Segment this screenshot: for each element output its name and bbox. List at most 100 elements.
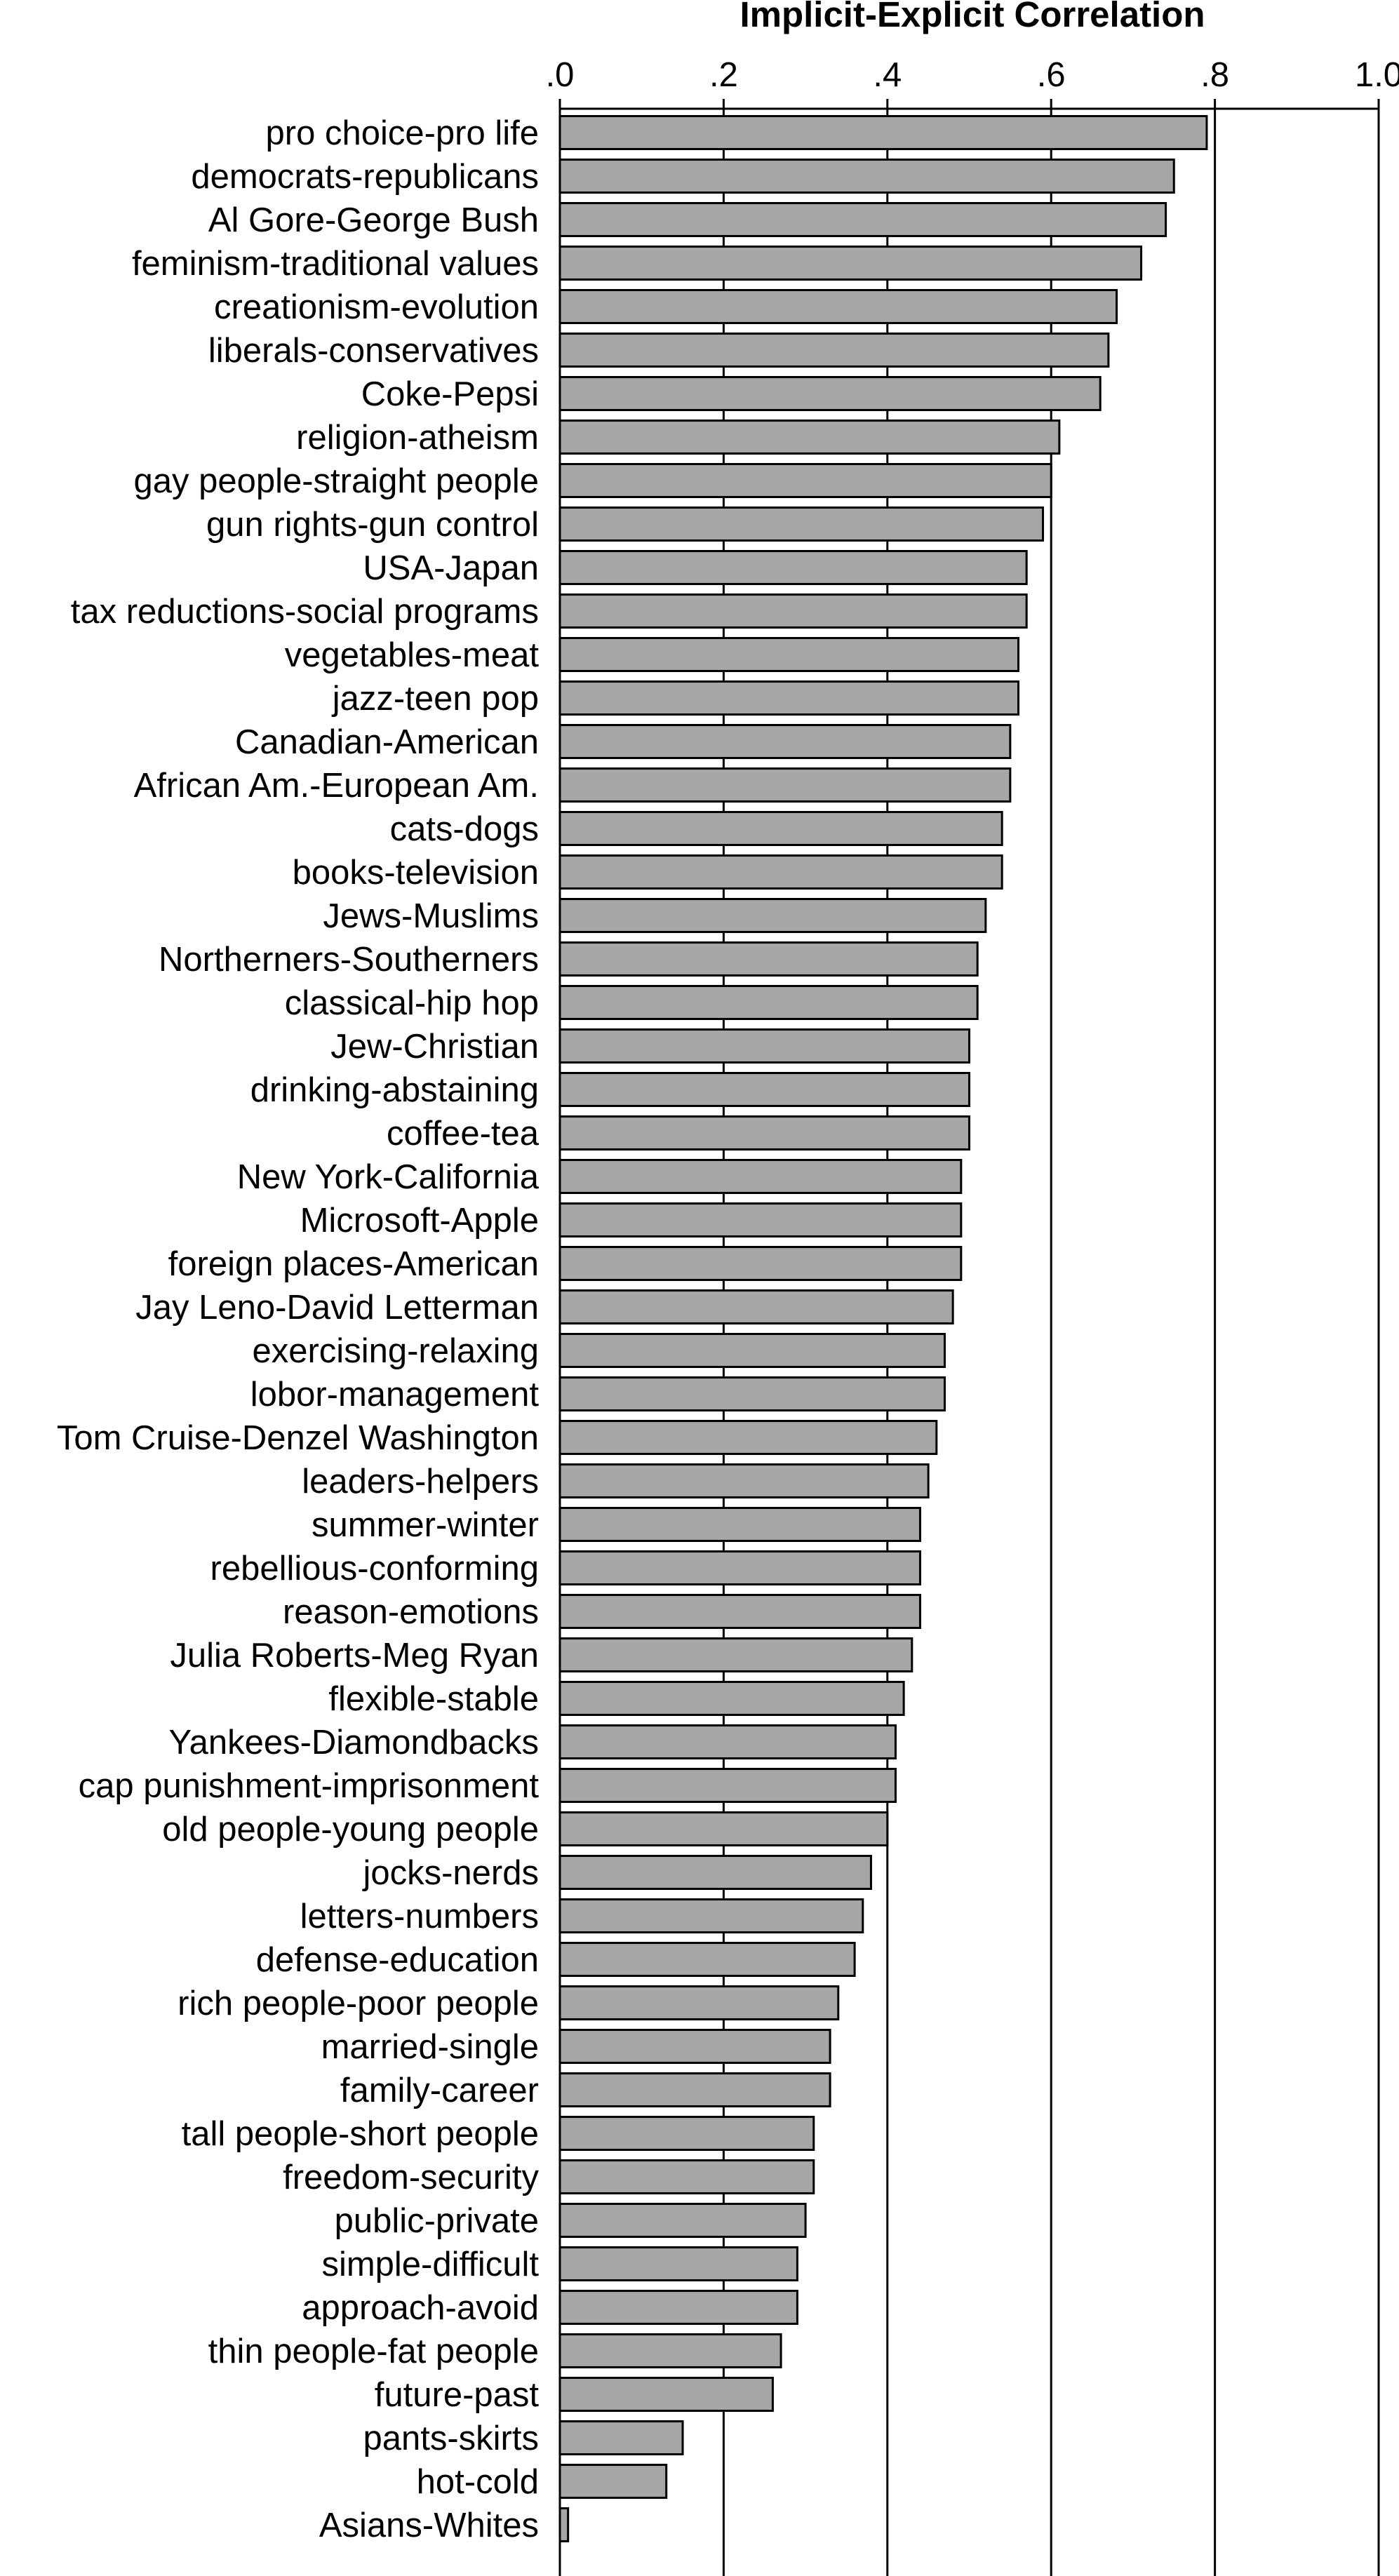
category-label: summer-winter: [312, 1506, 539, 1544]
x-tick-label: .8: [1200, 56, 1229, 94]
bar: [558, 463, 1052, 498]
bar: [558, 1985, 840, 2020]
bar: [558, 2072, 831, 2107]
bar: [558, 1724, 897, 1759]
bar: [558, 507, 1045, 542]
category-label: Jews-Muslims: [323, 897, 539, 935]
category-label: pants-skirts: [363, 2420, 539, 2457]
category-label: pro choice-pro life: [266, 114, 539, 152]
bar: [558, 985, 979, 1020]
category-label: jazz-teen pop: [331, 680, 539, 718]
category-label: Microsoft-Apple: [300, 1202, 539, 1240]
category-label: classical-hip hop: [285, 984, 539, 1022]
category-label: Al Gore-George Bush: [208, 201, 539, 239]
bar: [558, 898, 987, 933]
bar: [558, 1333, 946, 1368]
bar: [558, 724, 1012, 759]
category-label: old people-young people: [162, 1811, 539, 1849]
category-label: vegetables-meat: [285, 636, 540, 674]
category-label: feminism-traditional values: [132, 245, 539, 283]
bar: [558, 159, 1175, 194]
bar: [558, 289, 1118, 324]
category-label: gay people-straight people: [133, 462, 539, 500]
category-label: flexible-stable: [328, 1680, 539, 1718]
bar: [558, 1376, 946, 1411]
bar: [558, 550, 1028, 585]
category-labels: pro choice-pro life democrats-republicans…: [57, 114, 540, 2544]
x-tick-label: 1.0: [1355, 56, 1399, 94]
bar: [558, 2507, 570, 2542]
x-tick-label: .2: [709, 56, 738, 94]
category-label: married-single: [321, 2028, 539, 2066]
bar: [558, 941, 979, 977]
bar: [558, 1594, 921, 1629]
category-label: freedom-security: [283, 2159, 539, 2196]
bar: [558, 333, 1110, 368]
category-label: thin people-fat people: [208, 2333, 539, 2370]
category-label: reason-emotions: [283, 1593, 539, 1631]
bar: [558, 593, 1028, 629]
bar: [558, 2377, 774, 2412]
category-label: USA-Japan: [363, 549, 539, 587]
bars: [558, 115, 1208, 2542]
category-label: Jew-Christian: [330, 1028, 539, 1066]
category-label: public-private: [335, 2202, 539, 2240]
category-label: liberals-conservatives: [208, 332, 539, 370]
bar: [558, 1855, 872, 1890]
chart-title: Implicit-Explicit Correlation: [739, 0, 1205, 34]
category-label: defense-education: [256, 1941, 539, 1979]
category-label: New York-California: [237, 1158, 540, 1196]
category-label: Asians-Whites: [319, 2507, 539, 2544]
bar: [558, 1768, 897, 1803]
category-label: cap punishment-imprisonment: [79, 1767, 540, 1805]
bar: [558, 1681, 905, 1716]
bar: [558, 2029, 831, 2064]
category-label: African Am.-European Am.: [134, 767, 539, 805]
category-label: jocks-nerds: [361, 1854, 539, 1892]
category-label: Jay Leno-David Letterman: [135, 1289, 539, 1327]
category-label: future-past: [375, 2376, 540, 2414]
bar: [558, 376, 1102, 411]
bar: [558, 1637, 913, 1672]
bar: [558, 1898, 864, 1933]
bar: [558, 2420, 684, 2455]
category-label: tax reductions-social programs: [71, 593, 539, 631]
bar: [558, 2116, 815, 2151]
category-label: creationism-evolution: [214, 288, 539, 326]
bar: [558, 1246, 963, 1281]
bar: [558, 1811, 889, 1846]
bar: [558, 637, 1020, 672]
bar: [558, 1159, 963, 1194]
bar: [558, 2290, 798, 2325]
category-label: drinking-abstaining: [250, 1071, 539, 1109]
bar: [558, 2333, 782, 2368]
bar: [558, 420, 1061, 455]
bar: [558, 680, 1020, 716]
category-label: Coke-Pepsi: [361, 375, 539, 413]
category-label: rich people-poor people: [178, 1985, 539, 2022]
bar: [558, 767, 1012, 803]
category-label: democrats-republicans: [191, 158, 539, 196]
category-label: leaders-helpers: [302, 1463, 539, 1501]
bar: [558, 1115, 970, 1151]
category-label: exercising-relaxing: [252, 1332, 539, 1370]
category-label: letters-numbers: [300, 1898, 539, 1936]
category-label: religion-atheism: [296, 419, 539, 457]
bar: [558, 854, 1003, 890]
category-label: Tom Cruise-Denzel Washington: [57, 1419, 539, 1457]
bar: [558, 1507, 921, 1542]
category-label: Julia Roberts-Meg Ryan: [170, 1637, 539, 1675]
category-label: gun rights-gun control: [206, 506, 539, 544]
bar: [558, 115, 1208, 150]
bar: [558, 1420, 938, 1455]
bar: [558, 2246, 798, 2281]
bar: [558, 1463, 930, 1498]
category-label: cats-dogs: [390, 810, 539, 848]
category-label: foreign places-American: [168, 1245, 539, 1283]
bar: [558, 1202, 963, 1237]
bar: [558, 2159, 815, 2194]
x-tick-label: .4: [873, 56, 902, 94]
x-axis: .0 .2 .4 .6 .8 1.0: [546, 56, 1399, 2576]
category-label: lobor-management: [250, 1376, 540, 1414]
